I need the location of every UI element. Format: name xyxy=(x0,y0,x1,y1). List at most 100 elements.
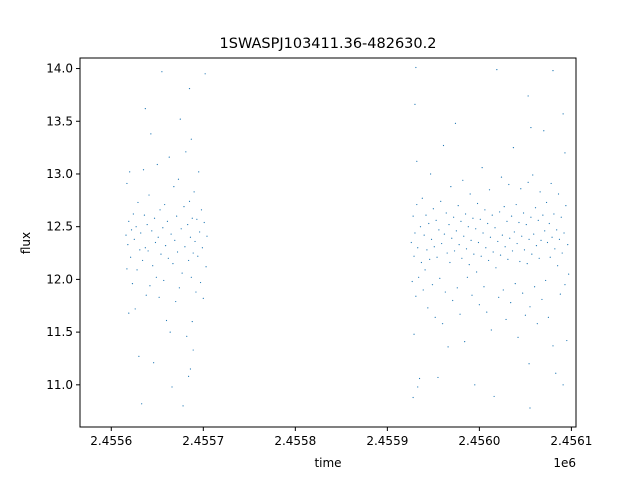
data-point xyxy=(415,66,417,69)
data-point xyxy=(148,194,150,196)
data-point xyxy=(423,234,425,236)
data-point xyxy=(144,247,146,249)
data-point xyxy=(190,276,192,278)
data-point xyxy=(539,191,541,193)
data-point xyxy=(471,294,473,296)
data-point xyxy=(414,232,416,234)
x-axis-label: time xyxy=(314,456,341,470)
data-point xyxy=(430,173,432,175)
data-point xyxy=(457,205,459,207)
data-point xyxy=(544,230,546,232)
data-point xyxy=(480,255,482,257)
data-point xyxy=(564,152,566,154)
data-point xyxy=(160,253,162,255)
data-point xyxy=(156,163,158,166)
data-point xyxy=(169,331,171,333)
data-point xyxy=(426,249,428,251)
x-axis-ticks: 2.4556 2.4557 2.4558 2.4559 2.4560 2.4561 xyxy=(90,427,592,448)
data-point xyxy=(530,126,532,129)
data-point xyxy=(411,280,413,283)
data-point xyxy=(440,200,442,202)
data-point xyxy=(131,283,134,285)
data-point xyxy=(178,287,180,289)
data-point xyxy=(436,256,438,258)
data-point xyxy=(551,236,553,238)
data-point xyxy=(434,316,436,318)
data-point xyxy=(431,284,434,286)
data-point xyxy=(485,247,487,249)
data-point xyxy=(180,228,182,230)
data-point xyxy=(155,276,157,278)
data-point xyxy=(464,213,467,215)
y-tick-label: 13.5 xyxy=(46,114,73,128)
x-tick-label: 2.4556 xyxy=(90,434,132,448)
data-point xyxy=(510,301,512,304)
data-point xyxy=(535,245,538,247)
data-point xyxy=(533,286,536,288)
data-point xyxy=(153,217,156,219)
data-point xyxy=(567,244,569,246)
data-point xyxy=(494,227,496,229)
data-point xyxy=(181,272,183,274)
data-point xyxy=(187,375,190,377)
data-point xyxy=(418,377,421,380)
data-point xyxy=(126,268,128,270)
data-point xyxy=(187,259,190,262)
data-point xyxy=(540,239,542,241)
data-point xyxy=(151,230,153,232)
data-point xyxy=(553,213,555,215)
data-point xyxy=(445,212,447,214)
data-point xyxy=(413,255,415,257)
data-point xyxy=(417,386,419,388)
data-point xyxy=(157,236,159,238)
data-point xyxy=(416,203,418,206)
data-point xyxy=(548,222,550,225)
data-point xyxy=(126,182,128,185)
data-point xyxy=(203,221,205,224)
data-point xyxy=(430,238,433,240)
data-point xyxy=(204,73,206,75)
scatter-points xyxy=(125,66,570,409)
data-point xyxy=(176,215,178,217)
data-point xyxy=(470,239,472,241)
data-point xyxy=(140,232,142,234)
data-point xyxy=(542,214,544,216)
data-point xyxy=(147,250,149,252)
data-point xyxy=(429,258,431,260)
data-point xyxy=(507,258,509,260)
data-point xyxy=(500,176,503,178)
data-point xyxy=(528,238,530,240)
data-point xyxy=(525,223,527,226)
x-tick-label: 2.4559 xyxy=(366,434,408,448)
data-point xyxy=(501,234,503,236)
data-point xyxy=(557,265,559,267)
data-point xyxy=(158,296,160,298)
data-point xyxy=(504,246,506,248)
data-point xyxy=(443,233,446,235)
data-point xyxy=(450,186,452,188)
data-point xyxy=(550,182,552,185)
data-point xyxy=(554,248,556,250)
data-point xyxy=(522,292,524,294)
data-point xyxy=(487,259,490,262)
data-point xyxy=(421,197,423,199)
data-point xyxy=(177,178,180,180)
data-point xyxy=(163,279,165,282)
x-tick-label: 2.4560 xyxy=(458,434,500,448)
data-point xyxy=(206,235,208,237)
data-point xyxy=(506,220,508,223)
data-point xyxy=(562,384,564,386)
data-point xyxy=(568,273,570,275)
data-point xyxy=(521,235,523,237)
data-point xyxy=(142,169,145,171)
data-point xyxy=(524,314,526,316)
data-point xyxy=(454,122,457,124)
data-point xyxy=(164,245,167,247)
data-point xyxy=(171,386,173,388)
data-point xyxy=(499,211,501,213)
data-point xyxy=(412,215,414,217)
data-point xyxy=(149,285,151,287)
data-point xyxy=(523,249,526,251)
data-point xyxy=(191,217,193,219)
data-point xyxy=(183,206,185,208)
